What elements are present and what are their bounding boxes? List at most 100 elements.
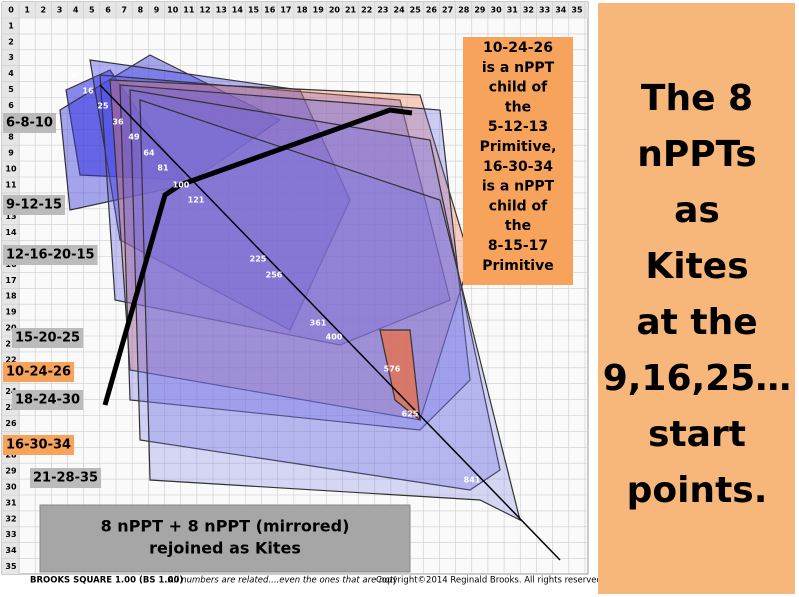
diagonal-label: 81 <box>157 164 169 173</box>
note-line: is a nPPT <box>482 179 555 195</box>
column-header: 35 <box>571 6 583 15</box>
row-header: 22 <box>5 355 16 364</box>
column-header: 19 <box>313 6 325 15</box>
column-header: 17 <box>280 6 291 15</box>
right-text: The 8 nPPTs as Kites at the 9,16,25… start poin… <box>603 78 792 511</box>
note-line: 8-15-17 <box>488 238 548 254</box>
row-header: 17 <box>5 276 16 285</box>
column-header: 33 <box>539 6 550 15</box>
note-line: 16-30-34 <box>483 159 553 175</box>
row-header: 30 <box>5 483 17 492</box>
row-header: 3 <box>8 53 14 62</box>
kite <box>89 59 351 331</box>
side-label-bg <box>3 362 75 382</box>
column-header: 30 <box>491 6 503 15</box>
row-header: 20 <box>5 324 17 333</box>
side-labels: 6-8-10 9-12-15 12-16-20-15 15-20-25 10-24-26… <box>3 113 102 488</box>
right-line: The 8 <box>641 78 753 119</box>
diagonal-label: 16 <box>82 87 94 96</box>
row-header: 13 <box>5 212 16 221</box>
diagonal-label: 25 <box>97 102 109 111</box>
side-label-bg <box>3 435 75 455</box>
column-header: 15 <box>248 6 260 15</box>
row-header: 2 <box>8 37 14 46</box>
row-header: 33 <box>5 530 16 539</box>
diagonal-label: 100 <box>173 181 190 190</box>
side-label-bg <box>12 390 84 410</box>
side-label-bg <box>30 468 102 488</box>
note-line: the <box>505 218 531 234</box>
row-header: 18 <box>5 292 17 301</box>
column-header: 10 <box>167 6 179 15</box>
side-label: 16-30-34 <box>6 438 71 453</box>
column-header: 21 <box>345 6 357 15</box>
side-label: 21-28-35 <box>33 471 98 486</box>
column-header: 14 <box>232 6 244 15</box>
column-header: 28 <box>458 6 470 15</box>
right-line: start <box>648 414 746 455</box>
right-line: Kites <box>645 246 748 287</box>
row-header: 35 <box>5 562 17 571</box>
note-line: is a nPPT <box>482 60 555 76</box>
column-header: 11 <box>183 6 195 15</box>
right-line: as <box>674 190 720 231</box>
column-header: 1 <box>24 6 30 15</box>
column-header: 3 <box>57 6 63 15</box>
bottom-box <box>39 504 411 573</box>
right-line: 9,16,25… <box>603 358 792 399</box>
kite <box>139 99 521 522</box>
right-line: points. <box>627 470 768 511</box>
note: 10-24-26 is a nPPT child of the 5-12-13 Primi… <box>480 40 557 274</box>
row-header: 1 <box>8 21 14 30</box>
bottom-text: 8 nPPT + 8 nPPT (mirrored) rejoined as Ki… <box>101 517 350 558</box>
bottom-line: rejoined as Kites <box>149 539 301 558</box>
column-header: 22 <box>361 6 372 15</box>
diagonal-label: 625 <box>402 410 419 419</box>
column-header: 13 <box>216 6 227 15</box>
column-header: 27 <box>442 6 453 15</box>
column-header: 12 <box>199 6 210 15</box>
column-header: 8 <box>138 6 144 15</box>
column-header: 32 <box>523 6 534 15</box>
side-label: 10-24-26 <box>6 365 71 380</box>
kite-highlight <box>379 329 421 422</box>
row-header: 19 <box>5 308 17 317</box>
side-label-bg <box>3 245 98 265</box>
row-header: 28 <box>5 451 17 460</box>
diagonal-label: 9 <box>71 72 77 81</box>
note-line: 10-24-26 <box>483 40 553 56</box>
row-header: 32 <box>5 514 16 523</box>
column-header: 16 <box>264 6 276 15</box>
column-header: 7 <box>121 6 127 15</box>
row-header: 4 <box>8 69 14 78</box>
row-header: 25 <box>5 403 17 412</box>
column-header: 23 <box>377 6 388 15</box>
kite <box>99 74 451 346</box>
diagonal-label: 49 <box>128 133 140 142</box>
column-header: 25 <box>410 6 422 15</box>
column-header: 20 <box>329 6 341 15</box>
side-label-bg <box>12 328 84 348</box>
row-header: 26 <box>5 419 17 428</box>
note-line: 5-12-13 <box>488 119 548 135</box>
column-header: 29 <box>474 6 486 15</box>
right-line: at the <box>636 302 757 343</box>
diagonal-line <box>99 84 561 561</box>
row-header: 11 <box>5 180 17 189</box>
row-header: 24 <box>5 387 17 396</box>
note-line: child of <box>489 198 548 214</box>
column-header: 9 <box>154 6 160 15</box>
column-header: 24 <box>394 6 406 15</box>
column-header: 31 <box>507 6 519 15</box>
diagonal-label: 121 <box>188 196 205 205</box>
row-header: 10 <box>5 165 17 174</box>
row-header: 14 <box>5 228 17 237</box>
side-label: 6-8-10 <box>6 116 53 131</box>
column-header: 2 <box>41 6 47 15</box>
row-header: 29 <box>5 467 17 476</box>
diagonal-label: 225 <box>250 255 267 264</box>
column-header: 0 <box>8 6 14 15</box>
row-header: 6 <box>8 101 14 110</box>
